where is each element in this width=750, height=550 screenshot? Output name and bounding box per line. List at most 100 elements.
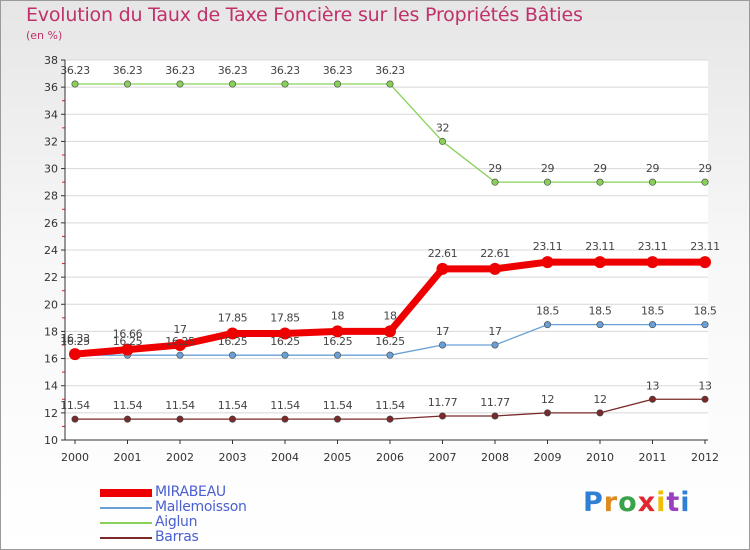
y-tick-label: 16 — [44, 353, 58, 366]
data-label-mirabeau: 17.85 — [270, 311, 300, 324]
y-tick-label: 24 — [44, 244, 58, 257]
x-tick-label: 2008 — [481, 451, 509, 464]
data-label-mallemoisson: 18.5 — [641, 305, 664, 318]
data-label-aiglun: 29 — [698, 162, 712, 175]
data-point-mallemoisson — [386, 351, 394, 359]
legend-swatch-barras — [100, 537, 152, 539]
data-point-aiglun — [491, 178, 499, 186]
data-point-mallemoisson — [229, 351, 237, 359]
legend-swatch-mallemoisson — [100, 507, 152, 509]
data-point-aiglun — [281, 80, 289, 88]
data-point-mallemoisson — [333, 351, 341, 359]
y-tick-label: 18 — [44, 325, 58, 338]
data-label-aiglun: 36.23 — [375, 64, 405, 77]
y-tick-label: 26 — [44, 217, 58, 230]
data-label-mallemoisson: 16.25 — [323, 335, 353, 348]
data-point-aiglun — [71, 80, 79, 88]
data-point-mallemoisson — [176, 351, 184, 359]
data-point-barras — [648, 395, 656, 403]
data-label-mallemoisson: 16.25 — [218, 335, 248, 348]
logo-letter: i — [656, 487, 667, 518]
data-point-aiglun — [229, 80, 237, 88]
data-point-aiglun — [648, 178, 656, 186]
data-label-mallemoisson: 18.5 — [694, 305, 717, 318]
data-point-mirabeau — [594, 256, 606, 269]
x-tick-label: 2011 — [639, 451, 667, 464]
data-label-mirabeau: 23.11 — [585, 240, 615, 253]
legend-label: MIRABEAU — [155, 484, 226, 500]
data-point-mirabeau — [699, 256, 711, 269]
data-point-barras — [491, 412, 499, 420]
chart-unit-label: (en %) — [26, 29, 63, 42]
data-label-mallemoisson: 18.5 — [589, 305, 612, 318]
y-tick-label: 30 — [44, 163, 58, 176]
data-point-mirabeau — [331, 325, 344, 338]
data-label-barras: 11.77 — [428, 396, 458, 409]
x-tick-label: 2006 — [376, 451, 404, 464]
logo-letter: r — [603, 487, 619, 518]
data-point-barras — [176, 415, 184, 423]
data-point-barras — [438, 412, 446, 420]
data-point-mirabeau — [121, 343, 134, 356]
data-label-mirabeau: 22.61 — [480, 247, 510, 260]
logo-letter: i — [680, 487, 691, 518]
data-point-aiglun — [701, 178, 709, 186]
data-label-mallemoisson: 16.25 — [60, 335, 90, 348]
data-label-barras: 11.54 — [60, 399, 90, 412]
data-label-aiglun: 29 — [593, 162, 607, 175]
y-tick-label: 36 — [44, 81, 58, 94]
data-label-aiglun: 36.23 — [323, 64, 353, 77]
data-label-aiglun: 29 — [541, 162, 555, 175]
data-label-aiglun: 36.23 — [113, 64, 143, 77]
data-label-barras: 11.54 — [270, 399, 300, 412]
data-point-aiglun — [176, 80, 184, 88]
data-point-aiglun — [543, 178, 551, 186]
logo-letter: o — [618, 487, 638, 518]
data-point-mirabeau — [174, 339, 186, 351]
legend-label: Aiglun — [155, 514, 198, 530]
y-tick-label: 20 — [44, 298, 58, 311]
logo-letter: x — [637, 487, 657, 518]
data-point-barras — [124, 415, 132, 423]
y-tick-label: 34 — [44, 108, 58, 121]
data-point-mallemoisson — [596, 321, 604, 329]
data-label-aiglun: 36.23 — [270, 64, 300, 77]
x-tick-label: 2005 — [324, 451, 352, 464]
data-point-mirabeau — [279, 327, 291, 340]
data-label-mirabeau: 23.11 — [638, 240, 668, 253]
data-label-barras: 13 — [698, 379, 712, 392]
data-point-mallemoisson — [281, 351, 289, 359]
x-tick-label: 2001 — [114, 451, 142, 464]
data-label-barras: 13 — [646, 379, 660, 392]
data-label-mallemoisson: 17 — [488, 325, 502, 338]
logo-letter: P — [583, 487, 604, 518]
y-tick-label: 12 — [44, 407, 58, 420]
data-point-barras — [71, 415, 79, 423]
data-point-mirabeau — [646, 256, 659, 269]
data-label-barras: 11.54 — [113, 399, 143, 412]
x-tick-label: 2003 — [219, 451, 247, 464]
y-tick-label: 10 — [44, 434, 58, 447]
x-tick-label: 2002 — [166, 451, 194, 464]
data-label-mirabeau: 23.11 — [533, 240, 563, 253]
data-label-mirabeau: 22.61 — [428, 247, 458, 260]
data-label-mallemoisson: 16.25 — [113, 335, 143, 348]
data-point-barras — [701, 395, 709, 403]
data-label-mirabeau: 18 — [331, 309, 345, 322]
data-point-aiglun — [386, 80, 394, 88]
y-tick-label: 22 — [44, 271, 58, 284]
x-tick-label: 2000 — [61, 451, 89, 464]
data-label-mallemoisson: 16.25 — [165, 335, 195, 348]
x-tick-label: 2012 — [691, 451, 719, 464]
data-point-mallemoisson — [543, 321, 551, 329]
data-point-barras — [333, 415, 341, 423]
data-point-mirabeau — [226, 327, 239, 340]
data-point-mirabeau — [384, 325, 396, 338]
data-point-barras — [386, 415, 394, 423]
y-tick-label: 32 — [44, 135, 58, 148]
data-label-mallemoisson: 16.25 — [270, 335, 300, 348]
data-label-barras: 12 — [541, 393, 554, 406]
data-point-barras — [281, 415, 289, 423]
legend-swatch-aiglun — [100, 522, 152, 524]
